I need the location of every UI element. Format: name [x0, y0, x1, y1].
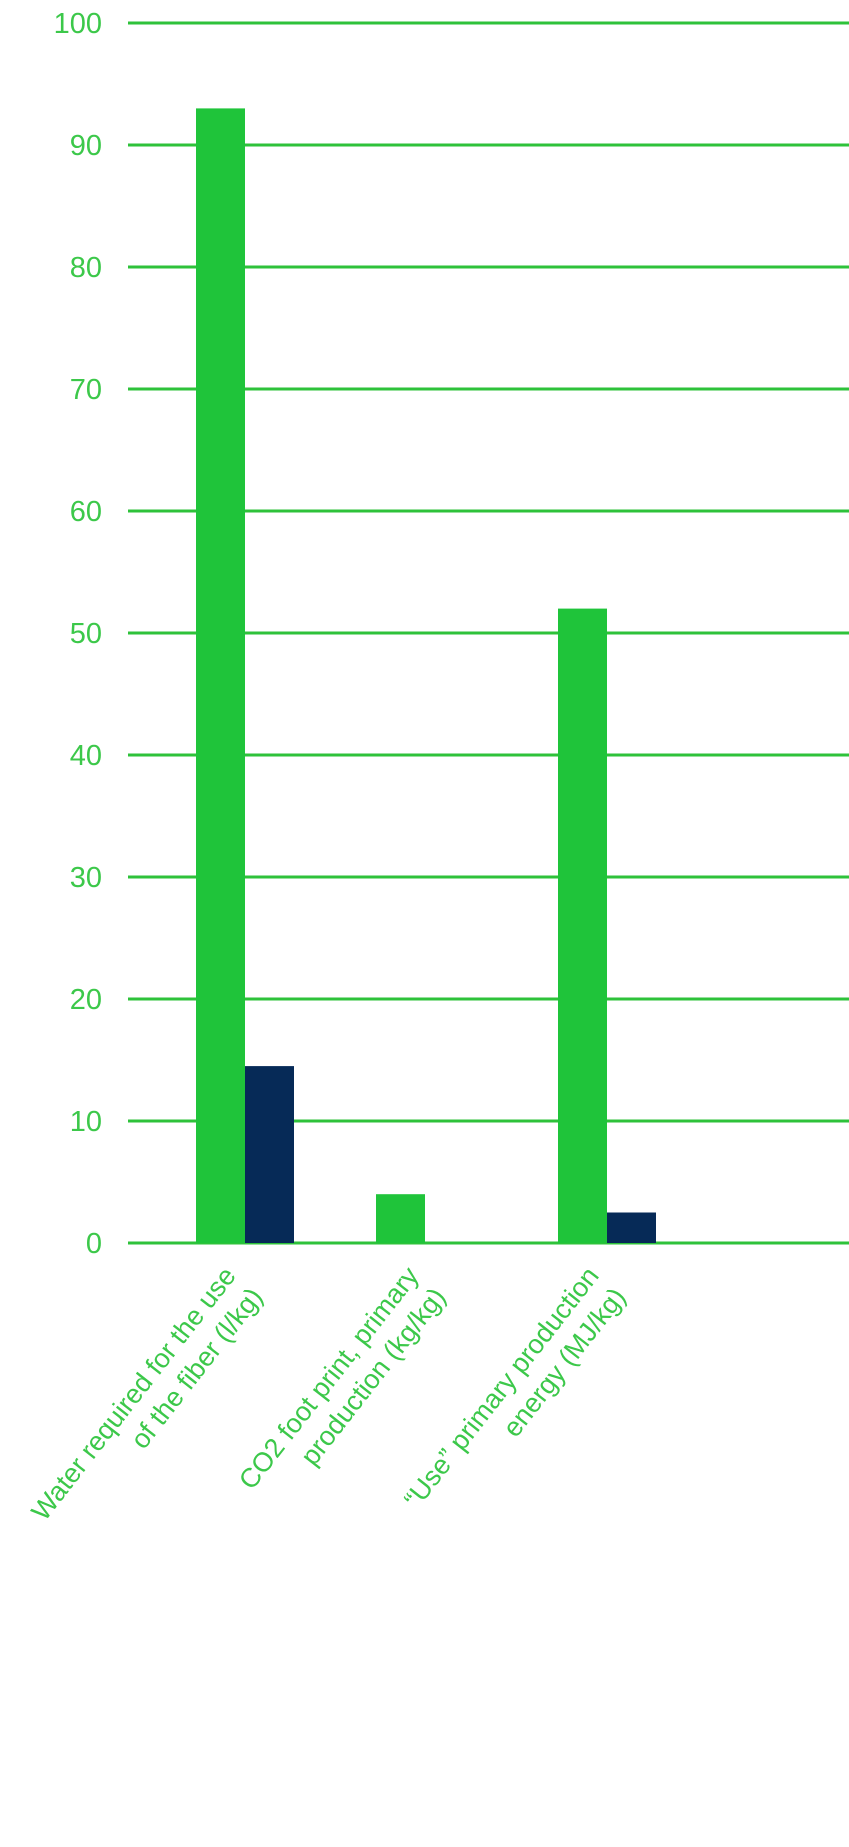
bar-series1-1	[376, 1194, 425, 1243]
y-tick-label: 0	[86, 1228, 102, 1260]
y-tick-label: 30	[70, 862, 102, 894]
y-tick-label: 20	[70, 984, 102, 1016]
bars	[196, 108, 656, 1243]
y-tick-label: 100	[54, 8, 102, 40]
y-tick-label: 60	[70, 496, 102, 528]
category-label-line: Water required for the use	[26, 1261, 242, 1526]
y-tick-label: 70	[70, 374, 102, 406]
y-tick-label: 90	[70, 130, 102, 162]
y-tick-label: 50	[70, 618, 102, 650]
bar-series1-2	[558, 608, 607, 1243]
bar-series1-0	[196, 108, 245, 1243]
y-axis-tick-labels: 0 10 20 30 40 50 60 70 80 90 100	[54, 8, 102, 1260]
y-tick-label: 10	[70, 1106, 102, 1138]
y-tick-label: 80	[70, 252, 102, 284]
bar-series2-2	[607, 1212, 656, 1243]
y-tick-label: 40	[70, 740, 102, 772]
bar-series2-0	[245, 1066, 294, 1243]
